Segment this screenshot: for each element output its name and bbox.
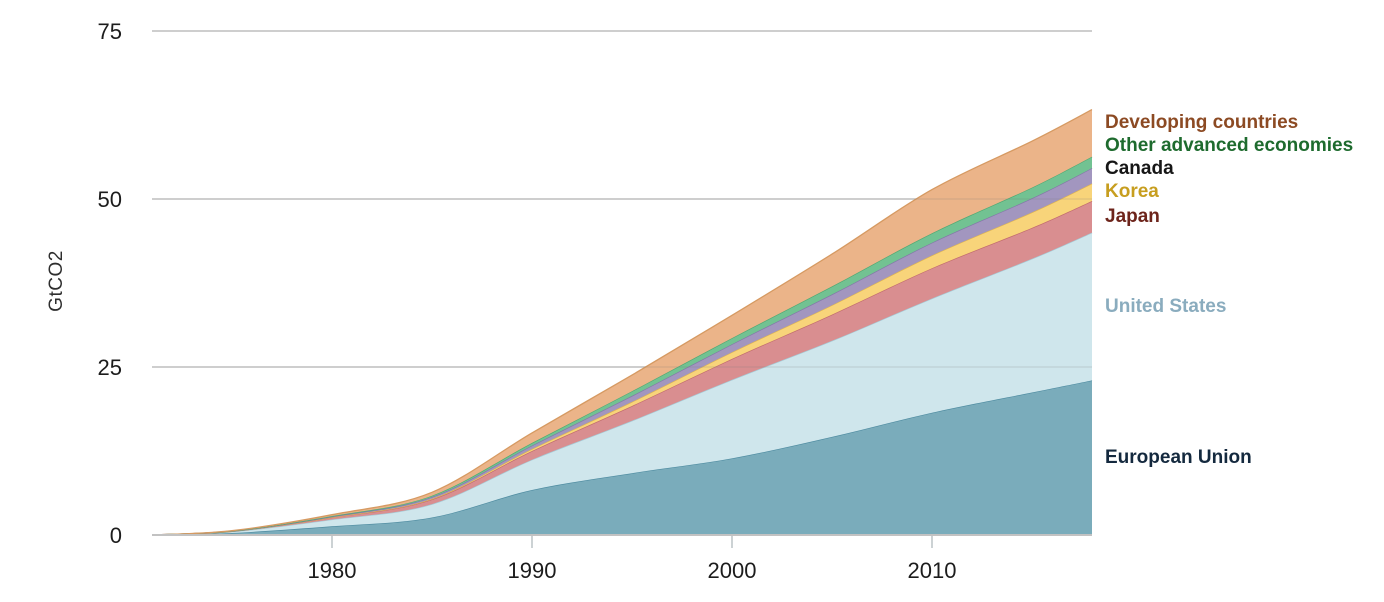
x-tick-label-2010: 2010 — [908, 558, 957, 583]
area-united-states — [152, 232, 1092, 535]
x-tick-label-2000: 2000 — [708, 558, 757, 583]
y-tick-label-0: 0 — [110, 523, 122, 548]
y-tick-label-25: 25 — [98, 355, 122, 380]
x-tick-label-1980: 1980 — [308, 558, 357, 583]
x-tick-label-1990: 1990 — [508, 558, 557, 583]
y-tick-label-75: 75 — [98, 19, 122, 44]
y-axis-label: GtCO2 — [46, 250, 67, 312]
area-european-union — [152, 380, 1092, 535]
y-tick-label-50: 50 — [98, 187, 122, 212]
area-edge-developing-countries — [151, 109, 1093, 536]
